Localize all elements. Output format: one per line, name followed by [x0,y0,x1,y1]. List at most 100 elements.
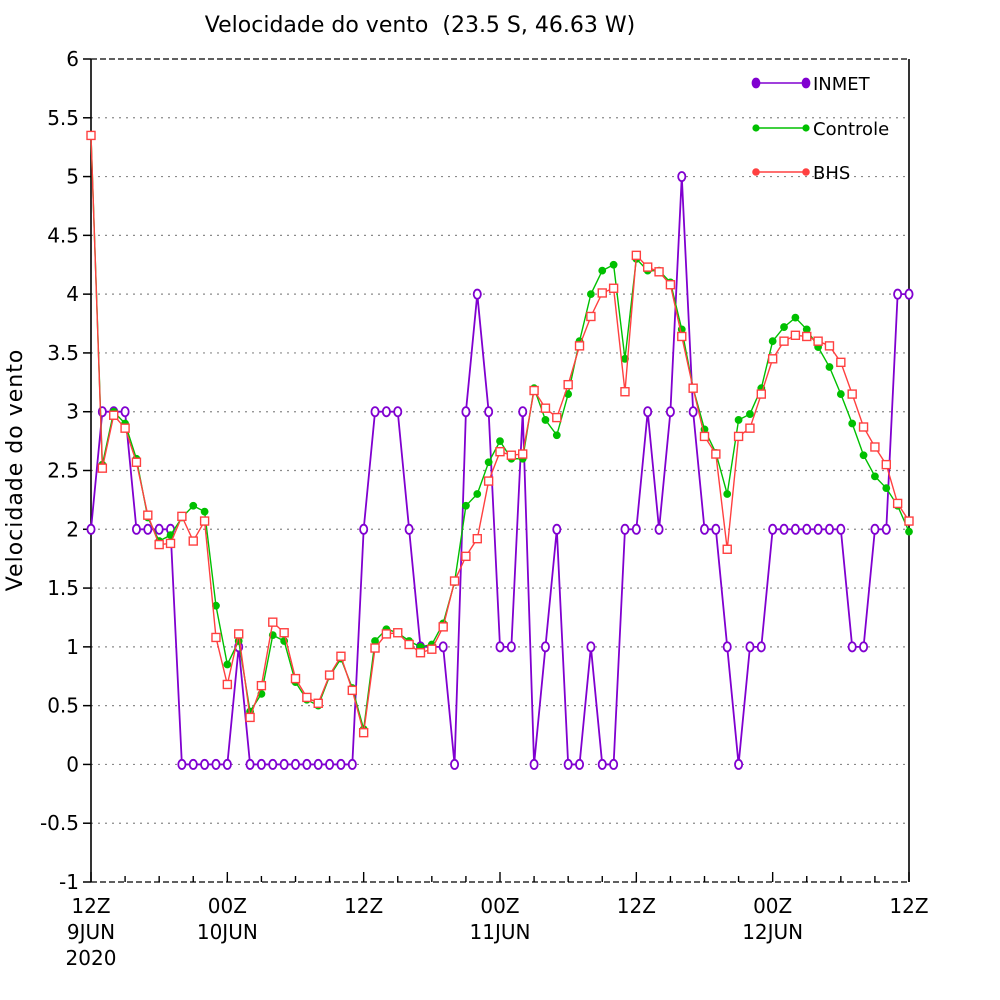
y-tick-label: 3 [66,400,79,424]
data-point [563,379,573,390]
data-point [302,692,312,703]
data-point [597,288,607,298]
data-point [631,523,641,535]
data-point [836,523,846,535]
data-point [665,406,675,418]
legend-item-controle: Controle [752,119,889,140]
data-point [790,330,801,340]
data-point [268,617,278,627]
data-point [745,641,755,653]
grid-lines [91,117,909,824]
data-point [200,758,210,770]
y-tick-label: 5.5 [47,106,79,130]
data-point [858,422,869,432]
data-point [802,523,812,535]
data-point [848,419,857,428]
data-point [722,544,732,554]
data-point [790,523,800,535]
data-point [620,387,630,397]
data-point [189,501,198,510]
y-tick-label: -1 [59,870,79,894]
data-point [665,280,676,290]
data-point [143,510,153,520]
data-point [473,490,482,498]
data-point [598,266,607,275]
data-point [723,490,732,498]
data-point [268,758,278,770]
data-point [609,758,619,770]
data-point [483,476,494,486]
data-point [256,758,266,770]
data-point [620,523,630,535]
data-point [518,406,528,418]
data-point [734,416,743,424]
data-point [881,523,891,535]
y-tick-label: 0.5 [47,694,79,718]
data-point [199,516,210,526]
y-tick-label: 2.5 [47,459,79,483]
legend-label: Controle [813,119,889,140]
data-point [574,341,585,351]
data-point [359,523,369,535]
data-point [779,523,789,535]
legend-label: BHS [813,163,850,184]
data-point [552,431,561,440]
y-tick-label: 2 [66,517,79,541]
data-point [86,130,96,141]
y-tick-label: 6 [66,47,79,71]
data-point [211,632,221,643]
data-point [222,679,233,690]
data-point [506,641,516,653]
data-point [722,641,732,653]
data-point [733,431,744,442]
data-point [347,758,357,770]
data-point [825,363,834,371]
data-point [336,651,346,661]
data-point [245,758,255,770]
data-point [233,629,244,639]
data-point [131,457,142,467]
y-tick-label: 4 [66,282,79,306]
data-point [518,449,528,459]
data-point [586,290,595,299]
legend-marker [752,168,760,176]
legend-label: INMET [813,74,871,95]
data-point [370,406,380,418]
data-point [881,459,891,470]
data-point [97,463,108,473]
data-point [188,536,198,546]
x-tick-label: 12Z [71,894,110,918]
data-point [904,516,914,526]
x-tick-label: 2020 [66,946,117,970]
data-point [608,283,619,293]
chart-title: Velocidade do vento (23.5 S, 46.63 W) [205,13,635,38]
data-point [381,629,392,639]
data-point [540,403,551,413]
data-point [802,331,812,342]
data-point [654,267,664,277]
data-point [824,341,835,351]
data-point [541,416,550,424]
data-point [609,260,618,269]
series-line [90,176,909,766]
x-tick-label: 00Z [208,894,247,918]
legend: INMET Controle BHS [751,74,889,184]
data-point [756,389,767,399]
data-point [586,641,596,653]
data-point [484,406,494,418]
data-point [109,410,119,420]
data-point [177,758,187,770]
data-point [290,758,300,770]
data-point [381,406,391,418]
data-point [495,641,505,653]
data-point [768,523,778,535]
x-tick-label: 10JUN [197,920,258,944]
plot-frame [90,58,910,883]
data-point [450,758,460,770]
data-point [779,336,789,346]
y-tick-label: 4.5 [47,223,79,247]
data-point [325,758,335,770]
data-point [756,641,766,653]
data-point [575,758,585,770]
